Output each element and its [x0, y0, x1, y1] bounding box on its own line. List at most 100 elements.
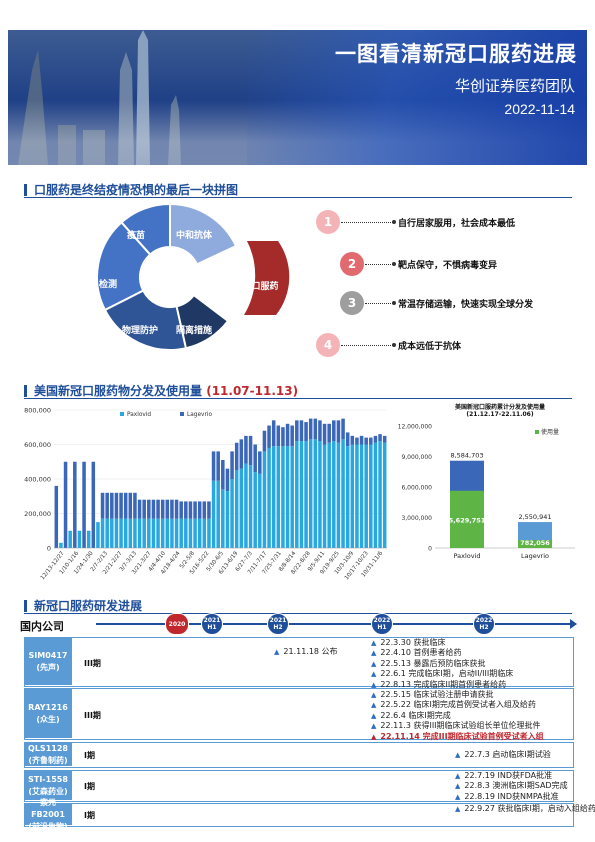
event-item: ▲ 22.7.19 IND获FDA批准: [455, 771, 553, 780]
bar-paxlovid: [207, 518, 211, 548]
bar-lagevrio: [142, 499, 146, 519]
bar-lagevrio: [271, 420, 276, 447]
event-item: ▲ 22.5.13 暴露后预防临床获批: [371, 658, 486, 668]
bar-paxlovid: [133, 518, 137, 548]
bar-paxlovid: [355, 444, 359, 548]
bar-paxlovid: [179, 518, 183, 548]
bar-paxlovid: [267, 447, 271, 548]
pandemic-tools-wheel: 疫苗 中和抗体 检测 物理防护 隔离措施 口服药: [96, 202, 290, 351]
y-tick-label: 200,000: [24, 510, 51, 518]
event-item: ▲ 22.4.10 首例患者给药: [371, 648, 462, 658]
bar-lagevrio: [225, 468, 230, 492]
company-label: SIM0417 (先声): [24, 638, 72, 685]
event-item-highlight: ▲ 22.11.14 完成III期临床试验首例受试者入组: [371, 731, 544, 741]
timeline-arrow-icon: [570, 619, 577, 629]
bar-lagevrio: [369, 437, 373, 445]
bar-lagevrio: [373, 435, 378, 443]
bar-lagevrio: [100, 492, 105, 519]
wheel-label-testing: 检测: [99, 278, 117, 290]
bar-lagevrio: [197, 501, 202, 519]
bar-lagevrio: [350, 435, 355, 445]
bar-paxlovid: [234, 470, 239, 548]
bar-lagevrio: [336, 420, 341, 443]
point-connector: [365, 264, 393, 265]
bar-paxlovid: [156, 518, 160, 548]
bar-lagevrio: [382, 435, 387, 443]
team-name: 华创证券医药团队: [454, 77, 575, 95]
bar-lagevrio: [170, 499, 174, 519]
chart-subtitle: (21.12.17-22.11.06): [466, 411, 533, 418]
bar-lagevrio: [221, 460, 225, 490]
point-text-4: 成本远低于抗体: [398, 342, 462, 352]
point-number-1: 1: [316, 210, 340, 234]
bar-paxlovid: [327, 442, 331, 548]
header-banner: [8, 30, 587, 165]
bar-lagevrio: [54, 485, 59, 548]
bar-lagevrio: [151, 499, 156, 519]
bar-lagevrio: [133, 492, 137, 519]
bar-paxlovid: [197, 518, 202, 548]
bar-lagevrio: [184, 501, 188, 519]
bar-lagevrio: [73, 461, 77, 548]
x-tick-label: 12/13-12/27: [40, 550, 66, 581]
trial-phase: I期: [84, 811, 95, 820]
weekly-distribution-chart: 0 200,000 400,000 600,000 800,000 12/13-12/27…: [24, 407, 387, 581]
point-dot: [392, 220, 396, 224]
bar-paxlovid: [248, 465, 253, 548]
event-item: ▲ 22.3.30 获批临床: [371, 638, 446, 647]
bar-paxlovid: [373, 442, 378, 548]
bar-lagevrio: [359, 435, 364, 445]
bar-paxlovid: [221, 489, 225, 548]
bar-lagevrio: [123, 492, 128, 519]
bar-lagevrio: [345, 432, 350, 447]
bar-paxlovid: [345, 446, 350, 548]
bar-paxlovid: [290, 446, 294, 548]
legend-label-lagevrio: Lagevrio: [187, 412, 212, 418]
bar-paxlovid: [295, 441, 299, 548]
event-item: ▲ 22.6.1 完成临床I期，启动II/III期临床: [371, 669, 514, 679]
bar-lagevrio: [299, 420, 304, 442]
bar-lagevrio: [105, 492, 109, 519]
bar-lagevrio: [244, 435, 248, 464]
event-list: ▲ 22.7.19 IND获FDA批准 ▲ 22.8.3 澳洲临床I期SAD完成 ▲…: [455, 771, 568, 802]
bar-paxlovid: [382, 442, 387, 548]
bar-lagevrio: [355, 437, 359, 445]
data-label-distributed: 8,584,703: [450, 452, 483, 460]
section-title-oral-drugs: 口服药是终结疫情恐惧的最后一块拼图: [24, 181, 238, 198]
bar-lagevrio: [137, 499, 142, 519]
bar-lagevrio: [258, 451, 262, 474]
bar-paxlovid: [110, 518, 114, 548]
bar-paxlovid: [350, 444, 355, 548]
bar-lagevrio: [248, 435, 253, 466]
point-text-1: 自行居家服用，社会成本最低: [398, 219, 516, 229]
bar-lagevrio: [82, 461, 86, 548]
trial-phase: I期: [84, 751, 95, 760]
event-item: ▲ 22.11.3 获得III期临床试验组长单位伦理批件: [371, 721, 541, 731]
bar-lagevrio: [128, 492, 133, 519]
legend-swatch-used: [535, 430, 539, 434]
event-item: ▲ 21.11.18 公布: [274, 647, 338, 656]
bar-lagevrio: [285, 423, 290, 447]
bar-paxlovid: [364, 444, 368, 548]
bar-used: [518, 540, 552, 548]
bar-paxlovid: [68, 530, 72, 548]
trial-phase: I期: [84, 782, 95, 791]
y-tick-label: 600,000: [24, 441, 51, 449]
bar-paxlovid: [59, 542, 63, 548]
point-number-4: 4: [316, 333, 340, 357]
point-number-3: 3: [340, 291, 364, 315]
bar-paxlovid: [299, 441, 304, 548]
bar-lagevrio: [304, 422, 308, 442]
legend-swatch-lagevrio: [180, 412, 184, 416]
bar-lagevrio: [341, 418, 345, 440]
bar-paxlovid: [336, 442, 341, 548]
legend-label-paxlovid: Paxlovid: [127, 412, 151, 418]
wheel-segment-protection: [103, 289, 188, 351]
bar-paxlovid: [318, 441, 322, 548]
bar-paxlovid: [285, 446, 290, 548]
bar-lagevrio: [211, 451, 216, 481]
bar-paxlovid: [369, 444, 373, 548]
event-list: ▲ 22.3.30 获批临床 ▲ 22.4.10 首例患者给药 ▲ 22.5.13 暴…: [371, 638, 513, 690]
bar-lagevrio: [114, 492, 119, 519]
bar-lagevrio: [119, 492, 123, 519]
